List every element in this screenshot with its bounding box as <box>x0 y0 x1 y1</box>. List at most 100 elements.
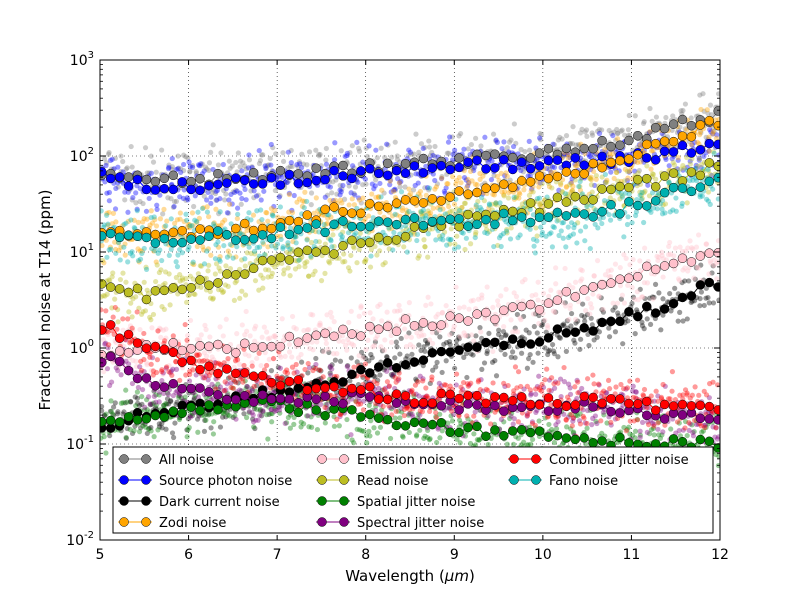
scatter-point <box>577 346 583 352</box>
scatter-point <box>134 389 140 395</box>
scatter-point <box>332 357 338 363</box>
scatter-point <box>153 369 160 376</box>
scatter-point <box>716 116 720 122</box>
scatter-point <box>619 127 625 133</box>
scatter-point <box>263 209 269 216</box>
scatter-point <box>269 270 275 276</box>
scatter-point <box>377 372 383 378</box>
scatter-point <box>586 342 592 349</box>
scatter-point <box>484 350 490 357</box>
scatter-point <box>211 384 218 390</box>
scatter-point <box>275 375 281 381</box>
scatter-point <box>586 175 593 181</box>
scatter-point <box>416 333 422 339</box>
scatter-point <box>668 426 674 432</box>
scatter-point <box>424 393 430 399</box>
scatter-point <box>252 278 259 284</box>
scatter-point <box>154 262 160 268</box>
scatter-point <box>716 91 720 97</box>
scatter-point <box>206 262 212 268</box>
scatter-point <box>318 375 324 382</box>
scatter-point <box>488 177 495 183</box>
scatter-point <box>360 407 367 413</box>
scatter-point <box>579 267 585 274</box>
scatter-point <box>637 434 643 440</box>
scatter-point <box>106 198 112 204</box>
scatter-point <box>234 205 241 211</box>
scatter-point <box>258 152 265 158</box>
scatter-point <box>214 377 220 383</box>
scatter-point <box>588 154 594 161</box>
scatter-point <box>378 194 384 200</box>
scatter-point <box>698 164 704 171</box>
scatter-point <box>140 219 146 225</box>
scatter-point <box>325 183 331 189</box>
scatter-point <box>225 283 231 289</box>
scatter-point <box>493 200 499 206</box>
scatter-point <box>520 169 527 175</box>
scatter-point <box>242 263 248 269</box>
scatter-point <box>641 326 647 332</box>
scatter-point <box>375 303 381 309</box>
scatter-point <box>381 190 387 196</box>
scatter-point <box>274 261 281 267</box>
scatter-point <box>184 427 190 433</box>
scatter-point <box>259 334 265 340</box>
scatter-point <box>270 144 276 151</box>
scatter-point <box>106 342 112 348</box>
scatter-point <box>363 256 369 263</box>
scatter-point <box>613 169 620 175</box>
scatter-point <box>178 169 184 175</box>
scatter-point <box>123 166 129 172</box>
scatter-point <box>682 126 688 132</box>
scatter-point <box>306 149 313 155</box>
scatter-point <box>372 342 378 348</box>
scatter-point <box>627 262 633 268</box>
scatter-point <box>510 441 517 447</box>
scatter-point <box>329 362 335 368</box>
scatter-point <box>636 168 642 174</box>
scatter-point <box>453 284 459 290</box>
scatter-point <box>115 306 121 313</box>
scatter-point <box>710 131 716 137</box>
scatter-point <box>217 324 223 330</box>
scatter-point <box>206 411 212 417</box>
scatter-point <box>202 417 208 424</box>
scatter-point <box>418 211 424 217</box>
scatter-point <box>361 310 367 316</box>
scatter-point <box>282 420 288 427</box>
scatter-point <box>223 263 229 269</box>
scatter-point <box>287 273 293 279</box>
scatter-point <box>696 155 702 161</box>
scatter-point <box>594 258 601 264</box>
scatter-point <box>158 267 164 273</box>
scatter-point <box>144 287 150 293</box>
scatter-point <box>655 420 661 426</box>
scatter-point <box>144 170 150 176</box>
scatter-point <box>108 398 114 404</box>
scatter-point <box>250 416 256 422</box>
scatter-point <box>190 276 196 282</box>
scatter-point <box>175 166 181 172</box>
scatter-point <box>432 153 438 160</box>
scatter-point <box>269 419 275 425</box>
scatter-point <box>567 302 574 308</box>
scatter-point <box>606 325 612 331</box>
scatter-point <box>413 131 419 137</box>
scatter-point <box>391 229 397 236</box>
scatter-point <box>621 300 628 306</box>
scatter-point <box>564 152 570 158</box>
scatter-point <box>251 383 257 389</box>
scatter-point <box>478 329 484 335</box>
scatter-point <box>703 241 710 247</box>
scatter-point <box>260 152 266 158</box>
scatter-point <box>124 425 130 432</box>
scatter-point <box>492 358 498 364</box>
scatter-point <box>237 158 244 164</box>
scatter-point <box>289 207 295 213</box>
scatter-point <box>213 206 219 212</box>
scatter-point <box>453 181 459 187</box>
scatter-point <box>584 133 590 139</box>
scatter-point <box>122 197 128 203</box>
scatter-point <box>244 328 250 334</box>
